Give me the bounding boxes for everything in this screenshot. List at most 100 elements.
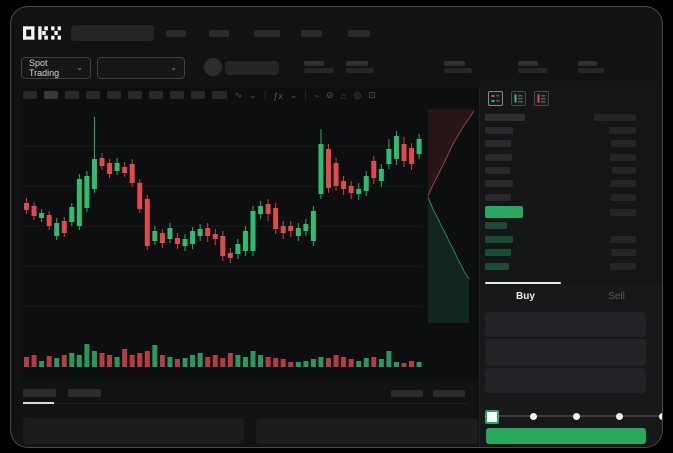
timeframe-button[interactable]: [107, 91, 121, 99]
timeframe-button[interactable]: [44, 91, 58, 99]
stat-value-placeholder: [304, 68, 334, 73]
timeframe-button[interactable]: [86, 91, 100, 99]
chevron-down-icon[interactable]: ⌄: [289, 90, 298, 100]
timeframe-button[interactable]: [212, 91, 226, 99]
size-placeholder: [610, 153, 636, 161]
screenshot-icon[interactable]: ⌂: [340, 90, 347, 101]
total-input[interactable]: [485, 368, 646, 393]
okx-logo[interactable]: [23, 26, 61, 40]
nav-item-placeholder[interactable]: [348, 30, 370, 37]
app-window: Spot Trading ⌄ ⌄ | ∿ ⌄ | ƒx ⌄ | ~ ⊘ ⌂ ◎ ⊡ Buy Sell: [10, 6, 663, 448]
market-type-dropdown[interactable]: Spot Trading ⌄: [21, 57, 91, 79]
buy-submit-button[interactable]: [486, 428, 646, 444]
slider-stop[interactable]: [616, 413, 623, 420]
nav-item-placeholder[interactable]: [254, 30, 280, 37]
stat-label-placeholder: [518, 61, 538, 66]
depth-overlay: [427, 109, 474, 323]
nav-item-placeholder[interactable]: [301, 30, 322, 37]
stat-value-placeholder: [444, 68, 472, 73]
bottom-tab-open-orders[interactable]: [23, 389, 56, 397]
compare-icon[interactable]: ~: [313, 90, 320, 101]
slider-stop[interactable]: [573, 413, 580, 420]
chevron-down-icon[interactable]: ⌄: [249, 90, 257, 100]
draw-icon[interactable]: ⊘: [326, 90, 334, 100]
stat-label-placeholder: [444, 61, 465, 66]
price-placeholder: [485, 153, 512, 161]
price-placeholder: [485, 193, 511, 201]
price-placeholder: [485, 180, 513, 188]
timeframe-button[interactable]: [170, 91, 184, 99]
size-placeholder: [611, 249, 636, 257]
price-placeholder: [485, 235, 513, 243]
chevron-down-icon: ⌄: [76, 63, 83, 72]
nav-item-placeholder[interactable]: [166, 30, 186, 37]
candlestick-chart[interactable]: [21, 109, 423, 336]
price-placeholder: [485, 127, 513, 134]
tab-sell[interactable]: Sell: [608, 290, 625, 302]
nav-item-placeholder[interactable]: [209, 30, 229, 37]
size-placeholder: [611, 140, 636, 148]
ticker-stat: [444, 61, 472, 73]
price-placeholder: [485, 222, 507, 229]
size-placeholder: [610, 262, 636, 270]
coin-avatar: [204, 58, 222, 76]
size-placeholder: [612, 166, 636, 174]
market-type-label: Spot Trading: [29, 58, 60, 78]
timeframe-button[interactable]: [191, 91, 205, 99]
bottom-action-placeholder[interactable]: [433, 390, 465, 397]
bottom-action-placeholder[interactable]: [391, 390, 423, 397]
settings-icon[interactable]: ◎: [353, 90, 362, 100]
timeframe-button[interactable]: [128, 91, 142, 99]
slider-handle[interactable]: [485, 410, 499, 424]
ticker-stat: [578, 61, 604, 73]
size-placeholder: [610, 209, 636, 216]
slider-stop[interactable]: [530, 413, 537, 420]
stat-label-placeholder: [578, 61, 597, 66]
size-placeholder: [594, 114, 636, 121]
stat-value-placeholder: [346, 68, 374, 73]
size-placeholder: [610, 180, 636, 188]
divider: |: [225, 90, 228, 101]
stat-value-placeholder: [518, 68, 547, 73]
ticker-stat: [346, 61, 374, 73]
stat-label-placeholder: [346, 61, 368, 66]
search-input[interactable]: [71, 25, 154, 41]
orderbook-combined-view-icon[interactable]: [488, 91, 503, 106]
candle-style-icon[interactable]: ∿: [234, 90, 243, 100]
last-price-badge: [485, 206, 523, 218]
timeframe-button[interactable]: [23, 91, 37, 99]
timeframe-button[interactable]: [65, 91, 79, 99]
orderbook-asks-view-icon[interactable]: [534, 91, 549, 106]
indicators-icon[interactable]: ƒx: [273, 90, 283, 101]
chevron-down-icon: ⌄: [170, 63, 177, 72]
pair-name-placeholder: [225, 61, 279, 75]
price-placeholder: [485, 114, 525, 121]
amount-input[interactable]: [485, 339, 646, 366]
stat-label-placeholder: [304, 61, 324, 66]
size-placeholder: [609, 127, 636, 134]
chart-tool-icons: | ∿ ⌄ | ƒx ⌄ | ~ ⊘ ⌂ ◎ ⊡: [225, 89, 376, 102]
price-placeholder: [485, 166, 510, 174]
slider-stop[interactable]: [659, 413, 662, 420]
bottom-active-tab-underline: [23, 402, 54, 404]
bottom-tab-history[interactable]: [68, 389, 101, 397]
price-placeholder: [485, 262, 509, 270]
size-placeholder: [610, 235, 636, 243]
active-tab-indicator: [485, 282, 561, 284]
stat-value-placeholder: [578, 68, 604, 73]
orderbook-view-toggles: [488, 91, 549, 106]
fullscreen-icon[interactable]: ⊡: [368, 90, 376, 100]
ticker-stat: [518, 61, 547, 73]
price-placeholder: [485, 140, 511, 148]
orders-table-placeholder: [23, 418, 244, 444]
divider: |: [263, 90, 267, 101]
tab-buy[interactable]: Buy: [516, 290, 535, 302]
divider: [23, 403, 469, 404]
volume-bars: [24, 344, 422, 367]
timeframe-button[interactable]: [149, 91, 163, 99]
divider: |: [304, 90, 307, 101]
orderbook-bids-view-icon[interactable]: [511, 91, 526, 106]
price-input[interactable]: [485, 312, 646, 337]
pair-dropdown[interactable]: ⌄: [97, 57, 185, 79]
